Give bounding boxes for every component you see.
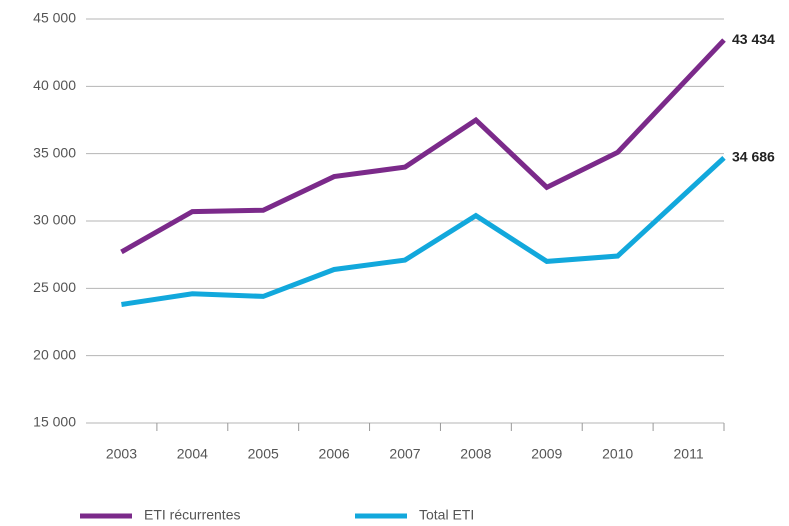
x-tick-label: 2006 xyxy=(319,446,350,462)
series-line xyxy=(120,38,726,255)
x-tick-label: 2010 xyxy=(602,446,633,462)
x-tick-label: 2009 xyxy=(531,446,562,462)
y-tick-label: 45 000 xyxy=(33,10,76,26)
x-tick-label: 2005 xyxy=(248,446,279,462)
x-tick-label: 2004 xyxy=(177,446,208,462)
y-tick-label: 35 000 xyxy=(33,144,76,160)
y-tick-label: 30 000 xyxy=(33,212,76,228)
value-label: 43 434 xyxy=(732,31,775,47)
x-tick-label: 2008 xyxy=(460,446,491,462)
series-line xyxy=(121,156,726,307)
y-tick-label: 40 000 xyxy=(33,77,76,93)
legend-label: Total ETI xyxy=(419,507,474,523)
legend-label: ETI récurrentes xyxy=(144,507,240,523)
x-tick-label: 2003 xyxy=(106,446,137,462)
y-tick-label: 15 000 xyxy=(33,414,76,430)
x-tick-label: 2007 xyxy=(389,446,420,462)
value-label: 34 686 xyxy=(732,149,775,165)
y-tick-label: 20 000 xyxy=(33,346,76,362)
y-tick-label: 25 000 xyxy=(33,279,76,295)
x-tick-label: 2011 xyxy=(674,446,704,462)
